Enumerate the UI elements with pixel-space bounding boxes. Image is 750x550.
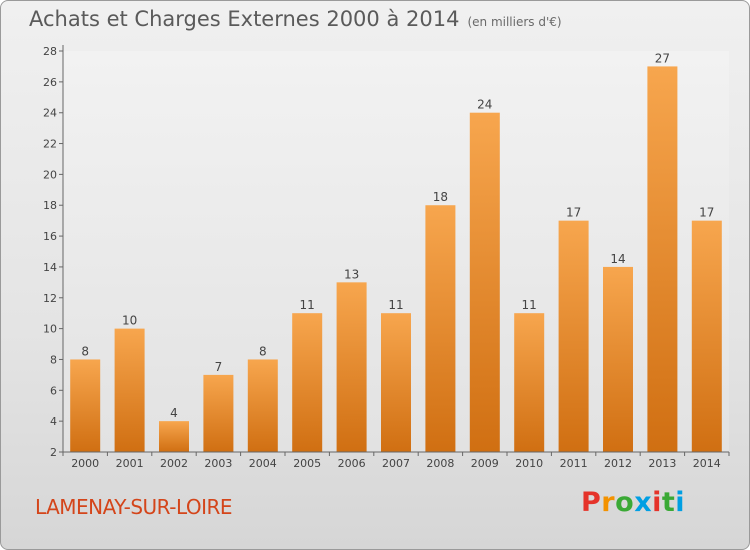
x-tick-label-2011: 2011 — [560, 457, 588, 470]
data-label-2000: 8 — [81, 344, 89, 358]
bar-2000 — [70, 359, 101, 452]
logo-letter: i — [652, 487, 662, 518]
y-tick-label-12: 12 — [43, 292, 57, 305]
logo-letter: t — [661, 487, 676, 518]
bars: 8 10 4 7 8 11 13 11 18 24 11 17 14 27 17 — [70, 51, 722, 452]
logo-letter: i — [675, 487, 686, 518]
y-tick-label-18: 18 — [43, 199, 57, 212]
bar-2007 — [381, 313, 411, 452]
data-label-2011: 17 — [566, 206, 581, 220]
bar-2002 — [159, 421, 189, 452]
chart-unit: (en milliers d'€) — [467, 15, 562, 29]
data-label-2013: 27 — [655, 51, 670, 65]
x-tick-label-2000: 2000 — [71, 457, 99, 470]
x-tick-label-2007: 2007 — [382, 457, 410, 470]
x-tick-label-2012: 2012 — [604, 457, 632, 470]
bar-2003 — [203, 374, 234, 452]
data-label-2001: 10 — [122, 314, 137, 328]
x-tick-label-2002: 2002 — [160, 457, 188, 470]
x-tick-label-2008: 2008 — [426, 457, 454, 470]
data-label-2012: 14 — [610, 252, 625, 266]
data-label-2008: 18 — [433, 190, 448, 204]
bar-2013 — [647, 66, 678, 452]
x-tick-label-2009: 2009 — [471, 457, 499, 470]
y-tick-label-10: 10 — [43, 323, 57, 336]
data-label-2005: 11 — [300, 298, 315, 312]
y-tick-label-26: 26 — [43, 76, 57, 89]
data-label-2014: 17 — [699, 206, 714, 220]
chart-title-text: Achats et Charges Externes 2000 à 2014 — [29, 7, 460, 31]
x-tick-label-2001: 2001 — [116, 457, 144, 470]
data-label-2004: 8 — [259, 344, 267, 358]
y-tick-label-24: 24 — [43, 107, 57, 120]
bar-2005 — [292, 313, 323, 452]
y-tick-label-20: 20 — [43, 168, 57, 181]
x-tick-label-2003: 2003 — [204, 457, 232, 470]
y-tick-label-16: 16 — [43, 230, 57, 243]
chart-title: Achats et Charges Externes 2000 à 2014 (e… — [29, 7, 562, 31]
y-tick-label-6: 6 — [50, 384, 57, 397]
data-label-2002: 4 — [170, 406, 178, 420]
bar-2010 — [514, 313, 545, 452]
x-tick-label-2004: 2004 — [249, 457, 277, 470]
bar-2008 — [425, 205, 456, 452]
x-tick-label-2010: 2010 — [515, 457, 543, 470]
bar-2012 — [603, 266, 633, 452]
proxiti-logo[interactable]: Proxiti — [581, 487, 685, 518]
logo-letter: r — [601, 487, 616, 518]
y-tick-label-28: 28 — [43, 45, 57, 58]
logo-letter: o — [615, 487, 635, 518]
y-tick-label-2: 2 — [50, 446, 57, 459]
x-axis: 2000 2001 2002 2003 2004 2005 2006 2007 2008 2009… — [62, 451, 730, 470]
y-tick-label-22: 22 — [43, 138, 57, 151]
commune-name: LAMENAY-SUR-LOIRE — [35, 495, 233, 519]
logo-letter: P — [581, 487, 602, 518]
bar-2009 — [469, 112, 500, 452]
data-label-2010: 11 — [522, 298, 537, 312]
bar-2004 — [247, 359, 278, 452]
x-tick-label-2005: 2005 — [293, 457, 321, 470]
y-tick-label-4: 4 — [50, 415, 57, 428]
x-tick-label-2006: 2006 — [338, 457, 366, 470]
x-tick-label-2014: 2014 — [693, 457, 721, 470]
data-label-2003: 7 — [215, 360, 223, 374]
bar-2001 — [114, 328, 145, 452]
data-label-2009: 24 — [477, 98, 492, 112]
data-label-2006: 13 — [344, 267, 359, 281]
data-label-2007: 11 — [388, 298, 403, 312]
y-tick-label-8: 8 — [50, 353, 57, 366]
bar-2011 — [558, 220, 589, 452]
y-tick-label-14: 14 — [43, 261, 57, 274]
logo-letter: x — [634, 487, 653, 518]
bar-2006 — [336, 282, 367, 452]
x-tick-label-2013: 2013 — [648, 457, 676, 470]
bar-2014 — [691, 220, 722, 452]
